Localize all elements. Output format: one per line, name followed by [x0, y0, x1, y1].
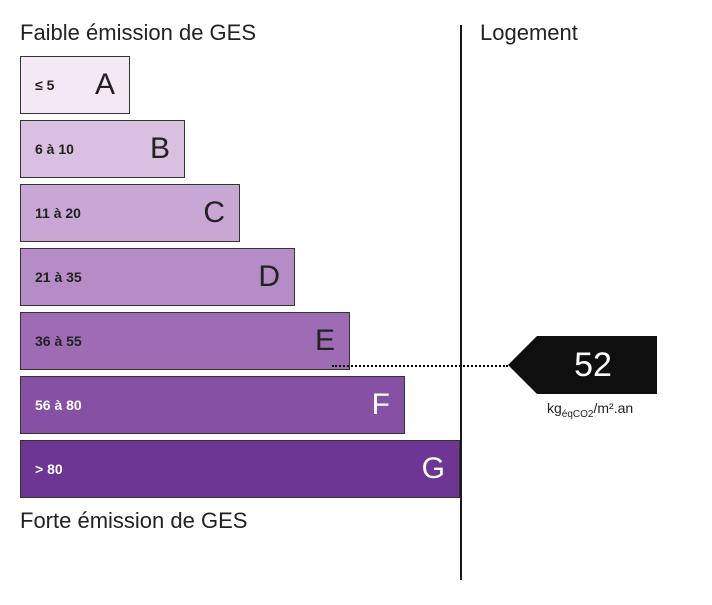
class-range: > 80 — [35, 461, 63, 477]
class-bar-g: > 80 G — [20, 440, 460, 498]
ges-diagram: Faible émission de GES ≤ 5 A 6 à 10 B 11 à 2… — [20, 20, 692, 585]
indicator-dotted-line — [332, 365, 508, 367]
class-range: 36 à 55 — [35, 333, 82, 349]
class-letter: F — [372, 388, 390, 422]
left-panel: Faible émission de GES ≤ 5 A 6 à 10 B 11 à 2… — [20, 20, 460, 585]
class-letter: C — [203, 196, 225, 230]
value-number: 52 — [574, 346, 612, 385]
class-bar-c: 11 à 20 C — [20, 184, 240, 242]
class-bar-f: 56 à 80 F — [20, 376, 405, 434]
class-letter: D — [258, 260, 280, 294]
class-bar-e: 36 à 55 E — [20, 312, 350, 370]
class-letter: A — [95, 68, 115, 102]
class-range: ≤ 5 — [35, 77, 54, 93]
class-bar-a: ≤ 5 A — [20, 56, 130, 114]
class-range: 11 à 20 — [35, 205, 81, 221]
title-low-emission: Faible émission de GES — [20, 20, 460, 46]
class-letter: B — [150, 132, 170, 166]
class-letter: G — [422, 452, 445, 486]
unit-suffix: /m².an — [593, 400, 633, 416]
value-arrow: 52 — [537, 336, 657, 394]
title-high-emission: Forte émission de GES — [20, 508, 460, 534]
class-bars: ≤ 5 A 6 à 10 B 11 à 20 C 21 à 35 D 36 à 55 E 56 à … — [20, 56, 460, 498]
unit-label: kgéqCO2/m².an — [547, 400, 633, 420]
class-bar-b: 6 à 10 B — [20, 120, 185, 178]
right-panel: Logement 52 kgéqCO2/m².an — [462, 20, 692, 585]
class-range: 6 à 10 — [35, 141, 74, 157]
unit-sub: éqCO2 — [562, 409, 594, 420]
class-bar-d: 21 à 35 D — [20, 248, 295, 306]
class-letter: E — [315, 324, 335, 358]
unit-prefix: kg — [547, 400, 562, 416]
class-range: 56 à 80 — [35, 397, 82, 413]
class-range: 21 à 35 — [35, 269, 82, 285]
title-logement: Logement — [480, 20, 692, 46]
